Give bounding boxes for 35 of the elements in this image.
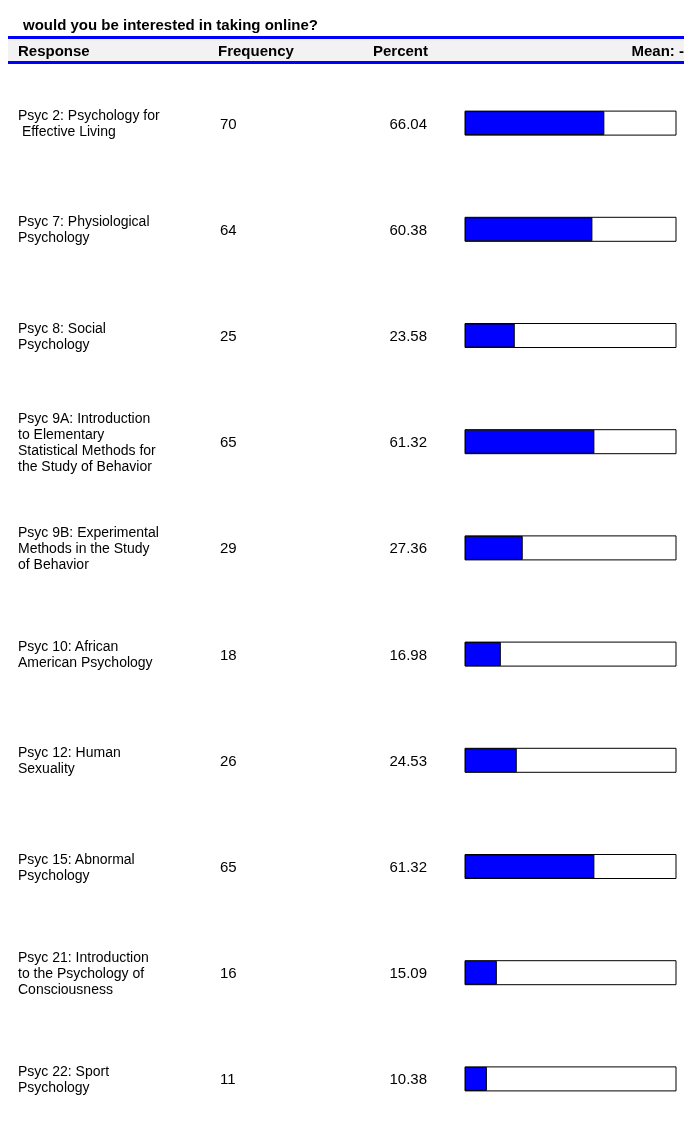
text: 18 bbox=[220, 645, 237, 663]
text: Response bbox=[18, 41, 90, 59]
text: 26 bbox=[220, 751, 237, 769]
text: 65 bbox=[220, 433, 237, 451]
data-label: 23.58 bbox=[389, 327, 427, 344]
y-tick-label: Psyc 15: Abnormal Psychology bbox=[18, 850, 139, 883]
y-tick-label: Psyc 9A: Introduction to Elementary Statistical Methods for the Study of Behavior bbox=[18, 409, 160, 474]
text: Mean: - bbox=[631, 41, 684, 59]
text: would you be interested in taking online? bbox=[22, 16, 319, 33]
y-tick-label: Psyc 10: African American Psychology bbox=[18, 638, 153, 671]
data-label: 15.09 bbox=[389, 964, 427, 982]
data-label: 24.53 bbox=[389, 751, 427, 769]
text: 11 bbox=[220, 1070, 236, 1088]
y-tick-label: Psyc 8: Social Psychology bbox=[18, 319, 110, 352]
data-label: 61.32 bbox=[389, 433, 427, 451]
text: Frequency bbox=[218, 41, 295, 59]
text: 29 bbox=[220, 539, 237, 557]
text: 70 bbox=[220, 114, 237, 132]
data-label: 10.38 bbox=[389, 1070, 427, 1088]
y-tick-label: Psyc 7: Physiological Psychology bbox=[18, 213, 154, 246]
y-tick-label: Psyc 12: Human Sexuality bbox=[18, 744, 125, 777]
text: Percent bbox=[373, 41, 429, 59]
y-tick-label: Psyc 21: Introduction to the Psychology of Consciousness bbox=[18, 948, 153, 997]
data-label: 27.36 bbox=[389, 539, 427, 557]
data-label: 60.38 bbox=[389, 220, 427, 238]
y-tick-label: Psyc 2: Psychology for Effective Living bbox=[18, 107, 160, 140]
text: 25 bbox=[220, 327, 237, 344]
text: 16 bbox=[220, 964, 237, 982]
text: 65 bbox=[220, 858, 237, 875]
y-tick-label: Psyc 9B: Experimental Methods in the Study of Behavior bbox=[18, 523, 163, 572]
text: 64 bbox=[220, 220, 237, 238]
data-label: 16.98 bbox=[389, 645, 427, 663]
data-label: 61.32 bbox=[389, 858, 427, 875]
y-tick-label: Psyc 22: Sport Psychology bbox=[18, 1062, 113, 1095]
data-label: 66.04 bbox=[389, 114, 427, 132]
